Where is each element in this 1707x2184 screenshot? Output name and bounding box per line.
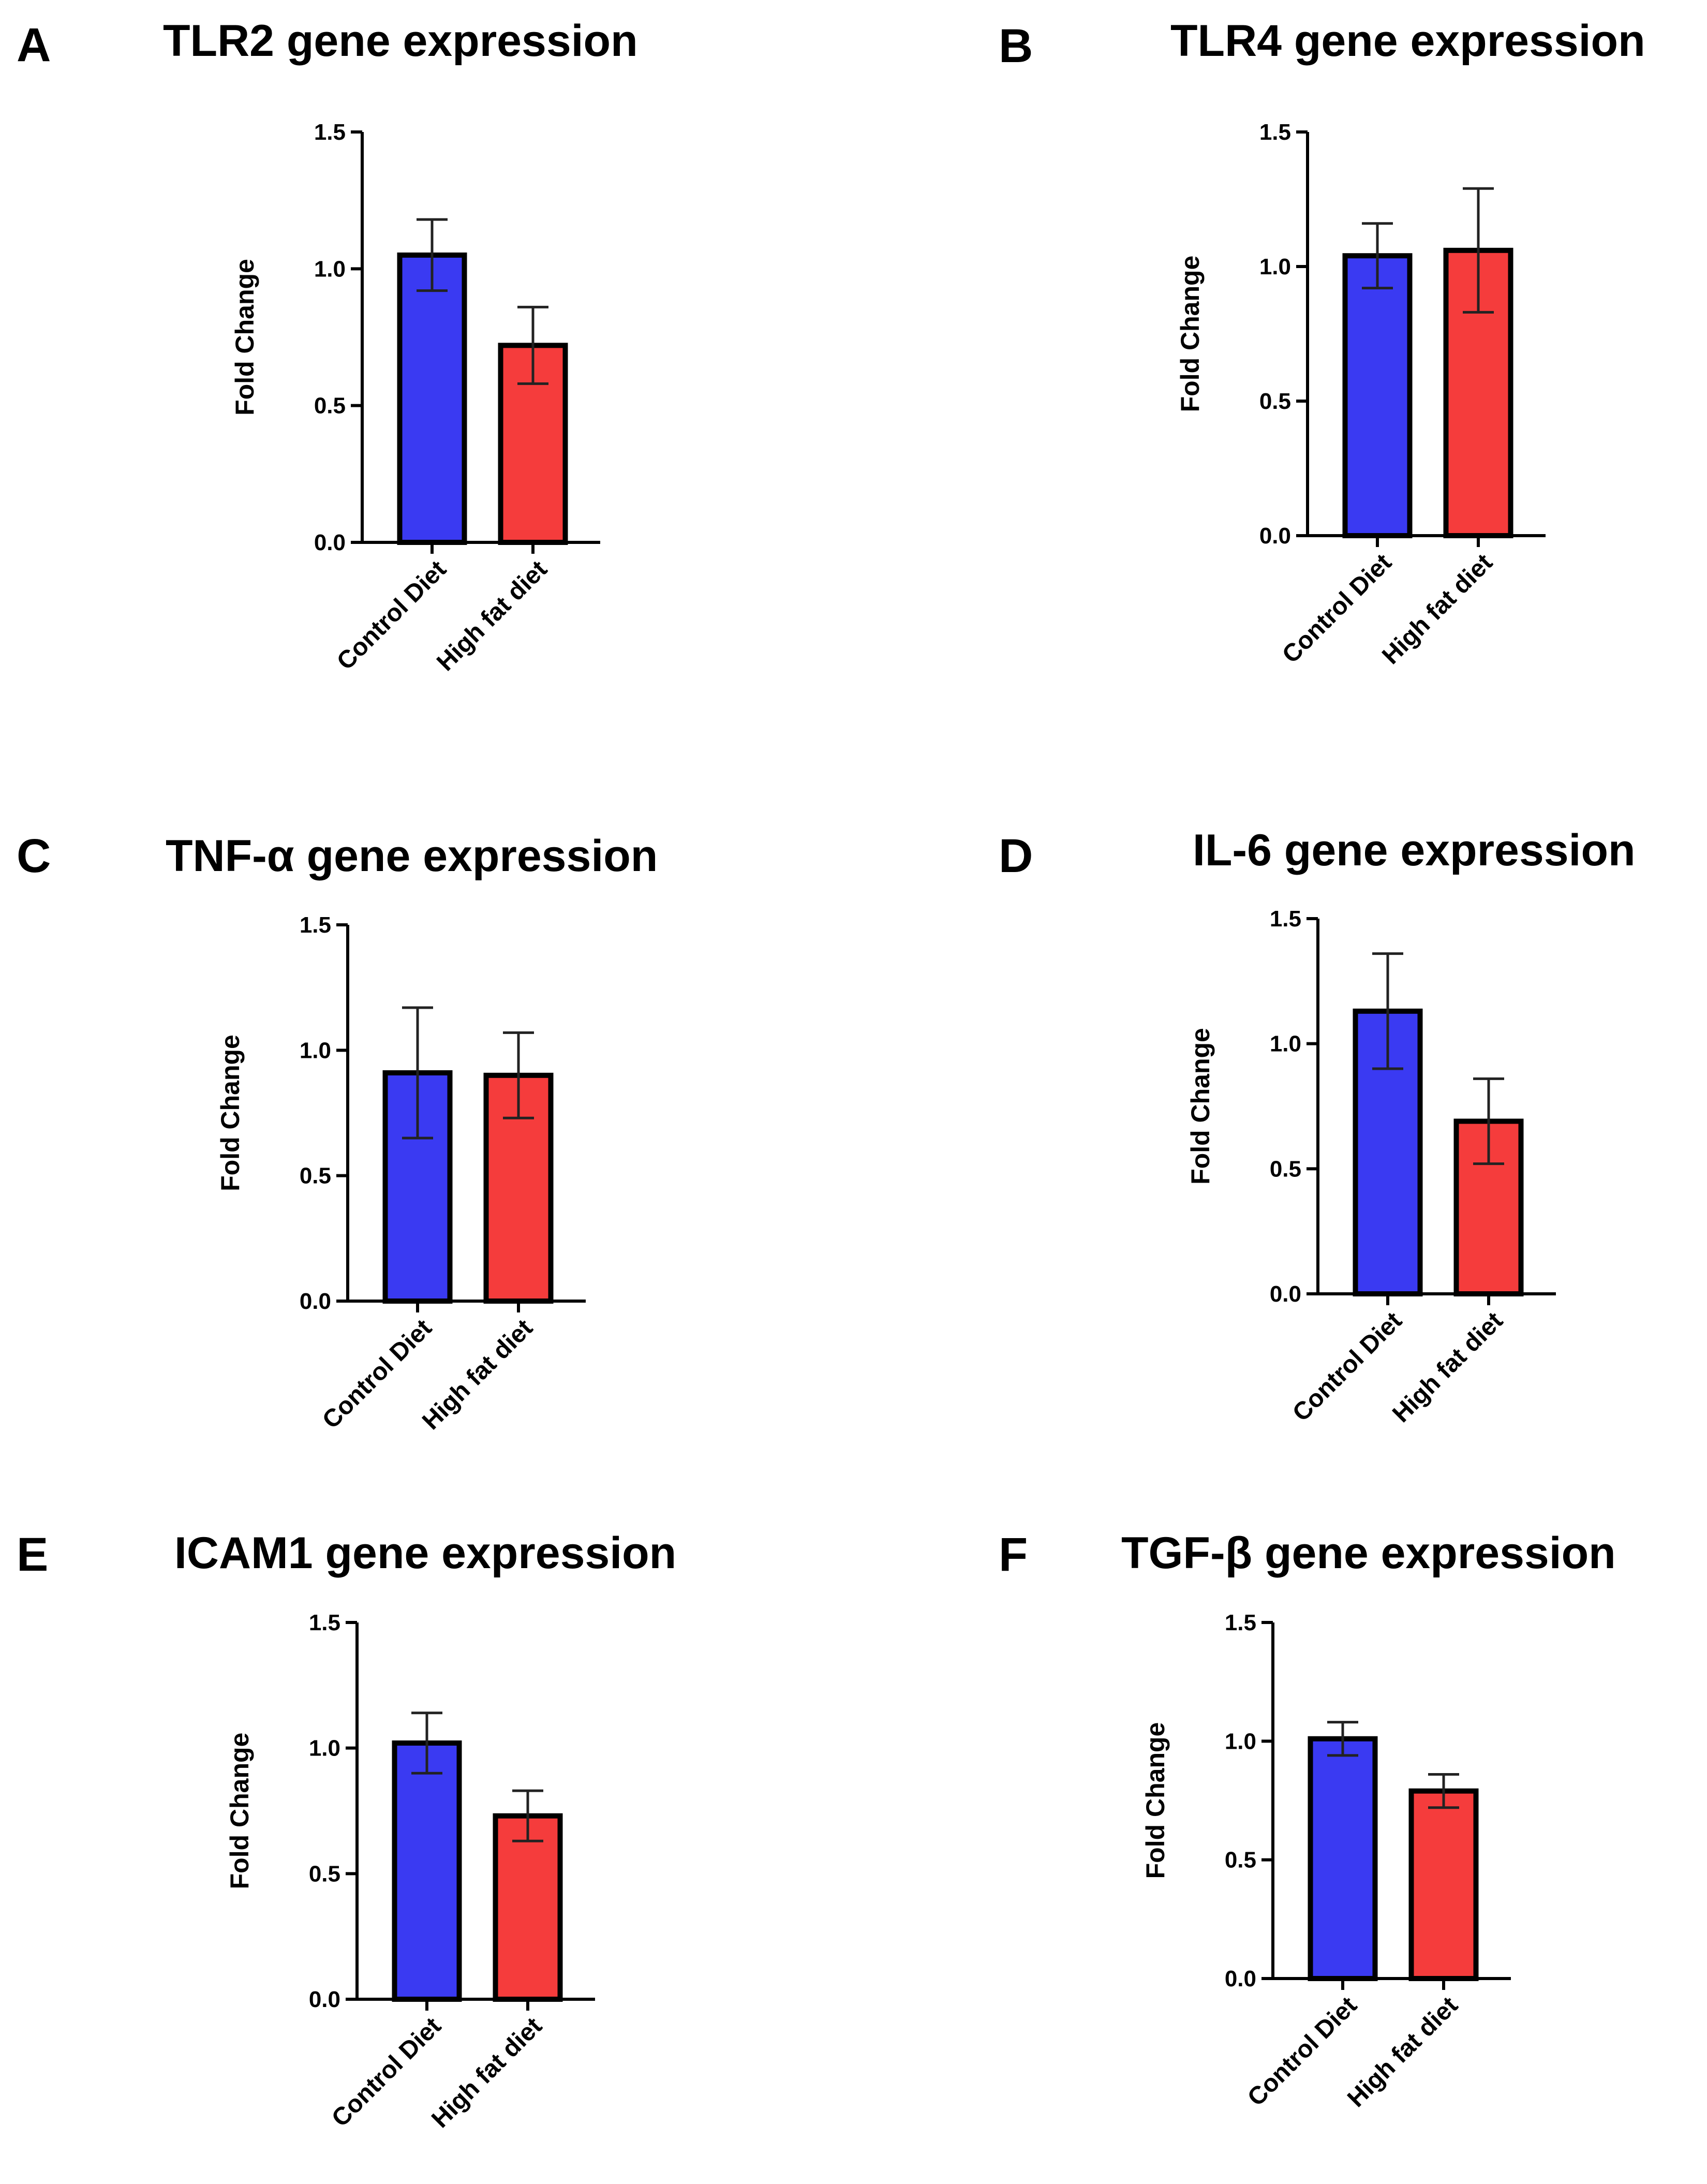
panel-letter: D [999,830,1033,882]
bar-control-diet [397,252,467,545]
y-tick-label: 0.5 [300,1163,331,1189]
y-tick-label: 0.5 [1270,1156,1301,1182]
bar-control-diet [1342,253,1413,538]
y-tick-label: 1.5 [1259,120,1291,145]
y-axis-label: Fold Change [216,1035,245,1191]
y-tick-label: 0.0 [1259,523,1291,549]
y-axis-label: Fold Change [1176,256,1205,412]
bar-high-fat-diet [1443,247,1513,538]
y-tick-label: 0.0 [309,1987,340,2012]
y-tick-label: 1.0 [1259,254,1291,279]
bar-high-fat-diet [493,1813,563,2002]
y-tick-label: 1.0 [300,1038,331,1063]
y-tick-label: 1.0 [314,256,346,282]
y-tick-label: 0.0 [1225,1966,1256,1991]
panel-b: B TLR4 gene expression 0.0 0.5 1.0 1.5 Fold Ch… [999,16,1645,670]
chart-title: TGF-β gene expression [1121,1528,1616,1578]
y-tick-label: 1.0 [1225,1729,1256,1754]
bar-high-fat-diet [498,343,568,545]
y-tick-label: 0.5 [314,393,346,419]
panel-letter: A [17,19,51,71]
panel-letter: B [999,20,1033,72]
bar-control-diet [392,1740,462,2002]
y-tick-label: 0.5 [1225,1848,1256,1873]
chart-title: TLR2 gene expression [163,16,638,66]
chart-title: TLR4 gene expression [1170,16,1645,66]
y-tick-label: 1.5 [309,1610,340,1635]
panel-f: F TGF-β gene expression 0.0 0.5 1.0 1.5 Fold C… [999,1528,1616,2113]
panel-e: E ICAM1 gene expression 0.0 0.5 1.0 1.5 Fold C… [17,1528,676,2133]
y-axis-label: Fold Change [1186,1028,1215,1185]
panel-d: D IL-6 gene expression 0.0 0.5 1.0 1.5 Fold Ch… [999,825,1636,1428]
y-axis-label: Fold Change [225,1733,254,1890]
y-tick-label: 0.0 [1270,1281,1301,1307]
y-tick-label: 1.5 [300,912,331,938]
y-tick-label: 0.0 [300,1289,331,1314]
y-tick-label: 1.0 [1270,1031,1301,1057]
chart-title: ICAM1 gene expression [174,1528,676,1578]
y-tick-label: 1.5 [1270,906,1301,932]
chart-title: IL-6 gene expression [1193,825,1636,875]
y-tick-label: 1.0 [309,1736,340,1761]
y-axis-label: Fold Change [230,259,259,416]
panel-a: A TLR2 gene expression 0.0 0.5 1.0 1.5 Fold Ch… [17,16,638,676]
y-tick-label: 0.5 [1259,389,1291,414]
y-tick-label: 1.5 [1225,1610,1256,1635]
y-axis-label: Fold Change [1141,1722,1170,1879]
panel-letter: E [17,1528,48,1581]
chart-title: TNF-α gene expression [166,831,658,881]
y-tick-label: 0.5 [309,1861,340,1886]
panel-letter: C [17,830,51,882]
panel-c: C TNF-α gene expression 0.0 0.5 1.0 1.5 Fold C… [17,830,658,1435]
y-tick-label: 0.0 [314,530,346,555]
bar-high-fat-diet [1408,1788,1479,1981]
panel-letter: F [999,1528,1028,1581]
y-tick-label: 1.5 [314,120,346,145]
bar-control-diet [1308,1736,1378,1981]
